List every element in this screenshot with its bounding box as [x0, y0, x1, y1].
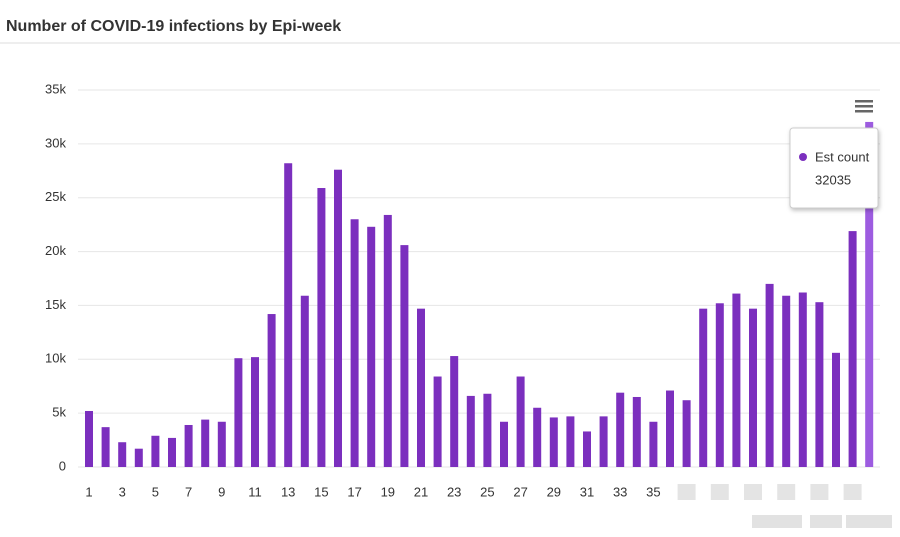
bar: [300, 295, 309, 467]
bar: [168, 437, 176, 467]
x-tick-label: 5: [152, 484, 159, 499]
bar: [118, 442, 127, 467]
bar: [798, 292, 807, 467]
bar: [334, 169, 342, 468]
x-tick-label: 27: [513, 484, 527, 499]
bar: [184, 424, 193, 467]
bar: [516, 376, 525, 467]
blurred-x-label: [710, 484, 729, 500]
bar: [632, 396, 641, 467]
bar: [367, 226, 376, 467]
bar: [782, 295, 791, 467]
y-tick-label: 5k: [52, 405, 66, 420]
x-tick-label: 11: [248, 484, 262, 499]
x-tick-label: 21: [414, 484, 428, 499]
bar: [433, 376, 442, 467]
y-tick-label: 30k: [45, 135, 66, 150]
x-tick-label: 35: [646, 484, 660, 499]
y-tick-label: 10k: [45, 351, 66, 366]
bar: [201, 419, 210, 467]
bar: [583, 431, 591, 467]
bar: [549, 417, 558, 467]
bar: [749, 308, 757, 467]
x-tick-label: 17: [347, 484, 361, 499]
menu-button[interactable]: [855, 100, 873, 113]
bar: [400, 245, 409, 467]
bar: [134, 448, 143, 467]
x-tick-label: 13: [281, 484, 295, 499]
x-tick-label: 9: [218, 484, 225, 499]
x-tick-label: 33: [613, 484, 627, 499]
y-tick-label: 35k: [45, 81, 66, 96]
blurred-x-label: [843, 484, 862, 500]
tooltip: Est count 32035: [789, 127, 879, 209]
x-tick-label: 3: [119, 484, 126, 499]
tooltip-box: [789, 127, 879, 209]
bar: [865, 121, 874, 467]
blurred-x-label: [677, 484, 696, 500]
bar: [616, 392, 625, 467]
bar: [699, 308, 708, 467]
bar: [284, 163, 293, 467]
bar: [417, 308, 425, 467]
x-tick-label: 23: [447, 484, 461, 499]
bar: [251, 357, 259, 467]
bar: [383, 214, 392, 467]
bar: [815, 302, 824, 467]
y-tick-label: 20k: [45, 243, 66, 258]
x-tick-label: 25: [480, 484, 494, 499]
bar: [101, 427, 110, 467]
blurred-x-label: [777, 484, 796, 500]
bar: [599, 416, 608, 467]
bar: [533, 407, 542, 467]
bar: [466, 395, 475, 467]
bar: [682, 400, 691, 467]
x-tick-label: 7: [185, 484, 192, 499]
y-tick-label: 0: [59, 458, 66, 473]
y-tick-label: 15k: [45, 297, 66, 312]
tooltip-marker: [799, 153, 807, 161]
bar: [234, 358, 243, 467]
x-tick-label: 15: [314, 484, 328, 499]
bar: [450, 356, 459, 467]
bar: [832, 352, 840, 467]
bar: [566, 416, 575, 467]
chart-title: Number of COVID-19 infections by Epi-wee…: [6, 18, 341, 35]
x-tick-label: 31: [580, 484, 594, 499]
bar: [732, 293, 741, 467]
bar: [151, 435, 160, 467]
bar: [483, 393, 492, 467]
bar: [217, 421, 226, 467]
bar: [317, 188, 326, 467]
bar: [666, 390, 674, 467]
x-tick-label: 1: [85, 484, 92, 499]
bar: [649, 421, 658, 467]
bar: [765, 283, 774, 467]
y-tick-label: 25k: [45, 189, 66, 204]
bar: [85, 410, 93, 467]
bar: [715, 303, 724, 467]
tooltip-value: 32035: [815, 172, 851, 187]
blurred-x-label: [744, 484, 762, 500]
x-tick-label: 19: [381, 484, 395, 499]
bar: [267, 314, 276, 467]
x-tick-label: 29: [547, 484, 561, 499]
bar: [500, 421, 508, 467]
blurred-x-label: [810, 484, 829, 500]
bar: [848, 231, 857, 467]
bar: [350, 219, 359, 467]
blurred-footer: [752, 515, 892, 528]
tooltip-series: Est count: [815, 149, 870, 164]
